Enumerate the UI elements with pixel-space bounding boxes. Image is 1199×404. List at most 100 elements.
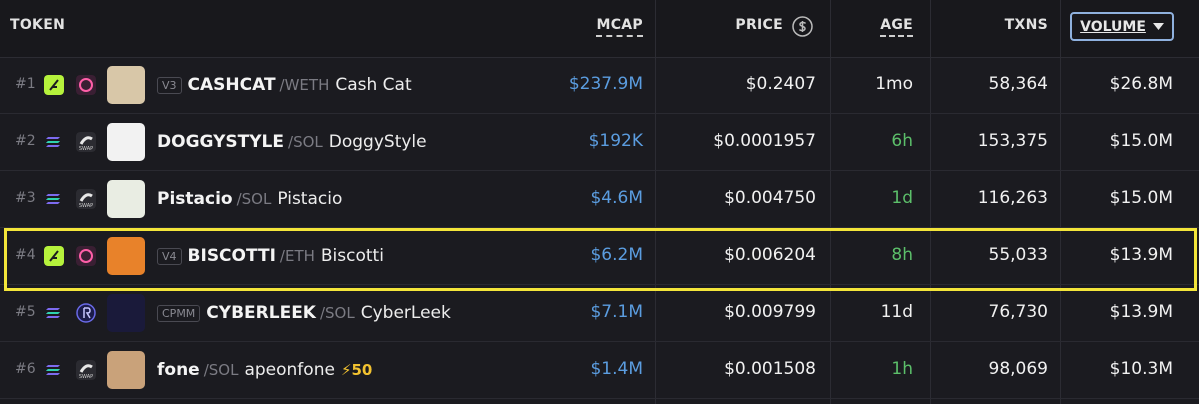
boost-count: 50 <box>351 361 373 379</box>
token-info: V3 CASHCAT/WETH Cash Cat <box>157 57 412 113</box>
column-separator <box>655 0 656 404</box>
volume: $15.0M <box>1109 188 1173 208</box>
volume: $13.9M <box>1109 245 1173 265</box>
token-name: CyberLeek <box>360 303 451 323</box>
token-name: Cash Cat <box>335 75 412 95</box>
transactions: 98,069 <box>988 359 1048 379</box>
token-image <box>107 237 145 275</box>
token-row[interactable]: #6 SWAP fone/SOL apeonfone ⚡50 $1.4M $0.001508… <box>0 342 1199 399</box>
dex-version-badge: CPMM <box>157 304 201 322</box>
token-symbol: Pistacio <box>157 189 233 209</box>
dex-version-badge: V4 <box>157 247 182 265</box>
transactions: 116,263 <box>977 188 1048 208</box>
table-header: TOKEN MCAP PRICE AGE TXNS VOLUME <box>0 0 1199 58</box>
dex-icon: SWAP <box>76 360 96 380</box>
dex-label: SWAP <box>79 374 93 380</box>
age: 6h <box>891 131 913 151</box>
transactions: 153,375 <box>977 131 1048 151</box>
quote-token: /SOL <box>203 361 239 379</box>
dex-icon <box>76 75 96 95</box>
age: 1mo <box>875 74 913 94</box>
rank: #2 <box>15 133 36 149</box>
token-row[interactable]: #1 V3 CASHCAT/WETH Cash Cat $237.9M $0.2407 1m… <box>0 57 1199 114</box>
token-info: DOGGYSTYLE/SOL DoggyStyle <box>157 114 427 170</box>
currency-toggle-icon[interactable] <box>792 16 813 37</box>
token-symbol: CASHCAT <box>187 75 276 95</box>
transactions: 58,364 <box>988 74 1048 94</box>
chain-icon <box>44 246 64 266</box>
token-image <box>107 123 145 161</box>
quote-token: /ETH <box>279 247 315 265</box>
dex-icon <box>76 303 96 323</box>
price: $0.0001957 <box>713 131 816 151</box>
rank: #1 <box>15 76 36 92</box>
volume: $26.8M <box>1109 74 1173 94</box>
col-mcap[interactable]: MCAP <box>596 17 643 37</box>
token-symbol: fone <box>157 360 200 380</box>
token-row[interactable]: #2 SWAP DOGGYSTYLE/SOL DoggyStyle $192K $0.00… <box>0 114 1199 171</box>
age: 1h <box>891 359 913 379</box>
market-cap: $7.1M <box>590 302 643 322</box>
col-volume-sort[interactable]: VOLUME <box>1070 12 1174 41</box>
price: $0.009799 <box>724 302 816 322</box>
token-image <box>107 66 145 104</box>
transactions: 76,730 <box>988 302 1048 322</box>
volume: $13.9M <box>1109 302 1173 322</box>
price: $0.006204 <box>724 245 816 265</box>
price: $0.2407 <box>745 74 816 94</box>
age: 1d <box>891 188 913 208</box>
boost: ⚡50 <box>341 361 372 379</box>
quote-token: /SOL <box>236 190 272 208</box>
price: $0.004750 <box>724 188 816 208</box>
chain-icon <box>46 137 60 147</box>
token-name: Biscotti <box>320 246 384 266</box>
col-age[interactable]: AGE <box>880 17 913 37</box>
dex-label: SWAP <box>79 146 93 152</box>
token-info: CPMM CYBERLEEK/SOL CyberLeek <box>157 285 451 341</box>
transactions: 55,033 <box>988 245 1048 265</box>
volume: $15.0M <box>1109 131 1173 151</box>
token-info: fone/SOL apeonfone ⚡50 <box>157 342 372 398</box>
rank: #3 <box>15 190 36 206</box>
token-info: V4 BISCOTTI/ETH Biscotti <box>157 228 384 284</box>
chain-icon <box>46 365 60 375</box>
token-symbol: BISCOTTI <box>187 246 276 266</box>
age: 8h <box>891 245 913 265</box>
column-separator <box>930 0 931 404</box>
dex-icon: SWAP <box>76 132 96 152</box>
col-txns[interactable]: TXNS <box>1004 17 1048 33</box>
token-image <box>107 351 145 389</box>
chain-icon <box>46 194 60 204</box>
token-image <box>107 180 145 218</box>
boost-icon: ⚡ <box>340 361 352 379</box>
token-row[interactable]: #5 CPMM CYBERLEEK/SOL CyberLeek $7.1M $0.0097… <box>0 285 1199 342</box>
dex-icon: SWAP <box>76 189 96 209</box>
token-symbol: CYBERLEEK <box>206 303 316 323</box>
token-row[interactable]: #3 SWAP Pistacio/SOL Pistacio $4.6M $0.004750… <box>0 171 1199 228</box>
col-price[interactable]: PRICE <box>735 17 783 33</box>
dex-label: SWAP <box>79 203 93 209</box>
quote-token: /WETH <box>279 76 330 94</box>
col-volume: VOLUME <box>1080 18 1146 35</box>
quote-token: /SOL <box>288 133 323 151</box>
token-info: Pistacio/SOL Pistacio <box>157 171 342 227</box>
market-cap: $192K <box>588 131 643 151</box>
age: 11d <box>880 302 913 322</box>
market-cap: $1.4M <box>590 359 643 379</box>
token-symbol: DOGGYSTYLE <box>157 132 285 152</box>
market-cap: $6.2M <box>590 245 643 265</box>
chain-icon <box>46 308 60 318</box>
token-name: apeonfone <box>244 360 335 380</box>
rank: #5 <box>15 304 36 320</box>
chain-icon <box>44 75 64 95</box>
col-token: TOKEN <box>10 17 66 33</box>
volume: $10.3M <box>1109 359 1173 379</box>
sort-arrow <box>1152 23 1164 30</box>
rank: #6 <box>15 361 36 377</box>
token-name: Pistacio <box>277 189 343 209</box>
quote-token: /SOL <box>319 304 355 322</box>
dex-icon <box>76 246 96 266</box>
token-row[interactable]: #4 V4 BISCOTTI/ETH Biscotti $6.2M $0.006204 8h… <box>0 228 1199 285</box>
column-separator <box>830 0 831 404</box>
